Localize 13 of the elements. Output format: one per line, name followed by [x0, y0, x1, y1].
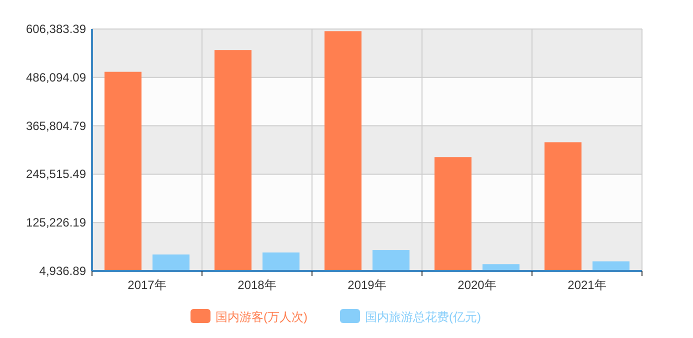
x-tick-label: 2021年 [568, 278, 606, 292]
y-tick-label: 486,094.09 [26, 70, 86, 84]
y-tick-label: 125,226.19 [26, 216, 86, 230]
x-tick-label: 2020年 [458, 278, 496, 292]
legend-label: 国内旅游总花费(亿元) [365, 310, 481, 324]
y-tick-label: 365,804.79 [26, 118, 86, 133]
x-tick-label: 2019年 [348, 278, 386, 292]
x-tick-label: 2017年 [128, 278, 166, 292]
y-tick-label: 4,936.89 [39, 264, 86, 278]
x-tick-label: 2018年 [238, 278, 276, 292]
y-tick-label: 245,515.49 [26, 167, 86, 182]
legend-label: 国内游客(万人次) [216, 310, 308, 324]
y-tick-label: 606,383.39 [26, 22, 86, 36]
